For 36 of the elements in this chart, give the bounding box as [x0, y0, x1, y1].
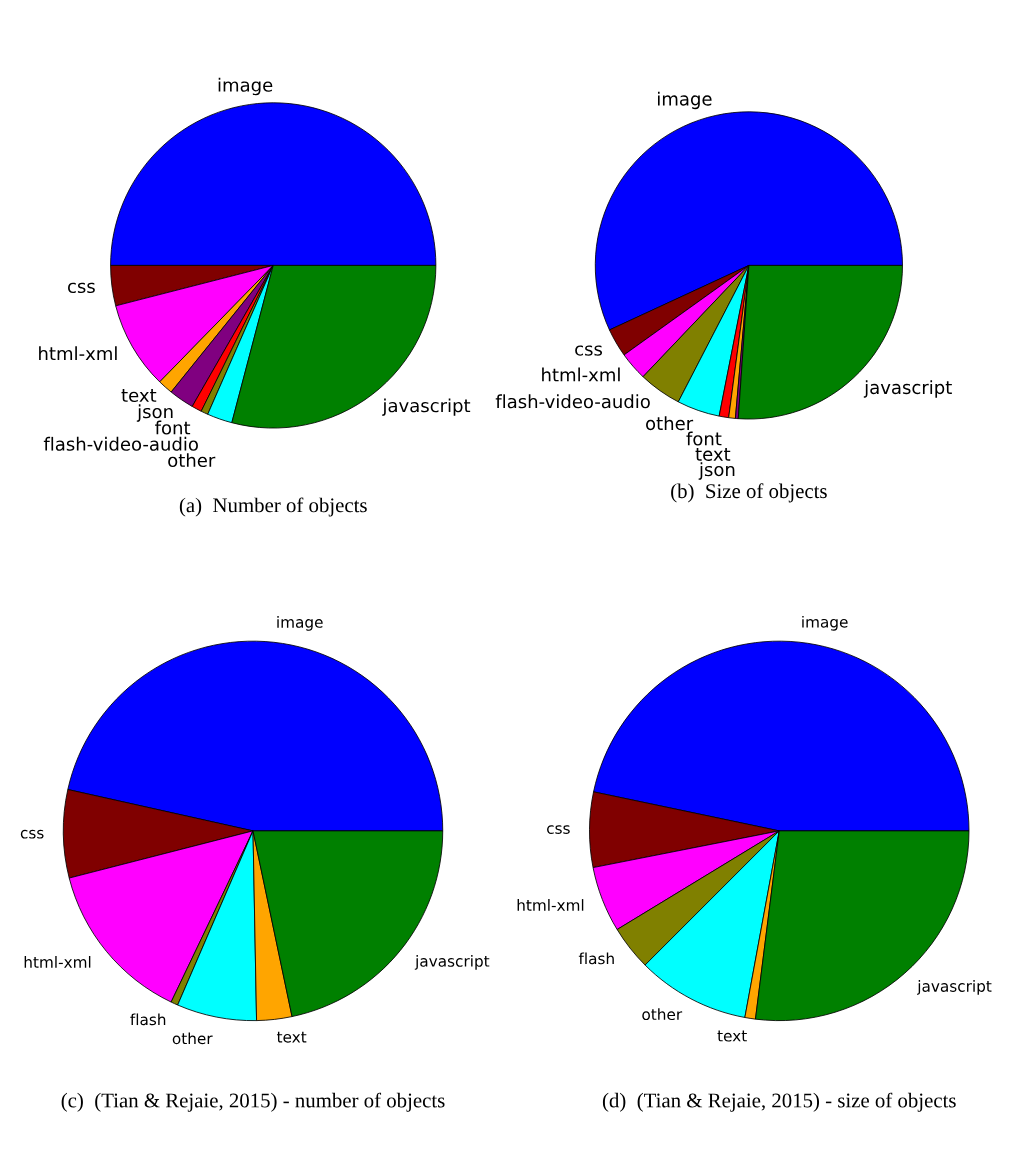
slice-label: text	[695, 447, 731, 461]
slice-label: html-xml	[39, 346, 117, 361]
text: (a) Number of objects	[179, 497, 367, 517]
text: (c) (Tian & Rejaie, 2015) - number of objects	[61, 1092, 445, 1112]
slice-label: font	[155, 420, 191, 435]
slice-label: flash-video-audio	[43, 436, 198, 451]
text: (d) (Tian & Rejaie, 2015) - size of objects	[602, 1092, 956, 1112]
slice-label: javascript	[382, 398, 471, 416]
slice-label: text	[121, 389, 157, 403]
slice-label: css	[68, 282, 95, 294]
slice-label: css	[547, 825, 570, 834]
slice-label: css	[20, 829, 44, 839]
slice-label: other	[646, 416, 694, 431]
slice-label: javascript	[863, 380, 952, 398]
slice-label: other	[168, 453, 216, 468]
slice-label: font	[686, 431, 722, 446]
slice-label: flash-video-audio	[495, 394, 650, 409]
slice-label: json	[698, 462, 735, 480]
slice-label: image	[658, 91, 712, 110]
slice-label: flash	[130, 1013, 166, 1026]
slice-label: image	[277, 616, 323, 631]
slice-label: html-xml	[517, 899, 584, 911]
slice-label: image	[802, 615, 848, 631]
slice-label: text	[717, 1030, 747, 1042]
slice-label: html-xml	[24, 956, 91, 968]
slice-label: javascript	[414, 955, 490, 970]
slice-label: other	[172, 1032, 213, 1045]
text: (b) Size of objects	[671, 483, 827, 503]
slice-label: image	[218, 77, 273, 96]
slice-label: javascript	[917, 980, 992, 995]
slice-label: text	[276, 1031, 307, 1043]
slice-label: flash	[578, 952, 614, 965]
slice-label: css	[575, 345, 603, 356]
slice-label: html-xml	[542, 367, 620, 382]
slice-label: json	[136, 404, 173, 422]
slice-label: other	[642, 1008, 683, 1021]
